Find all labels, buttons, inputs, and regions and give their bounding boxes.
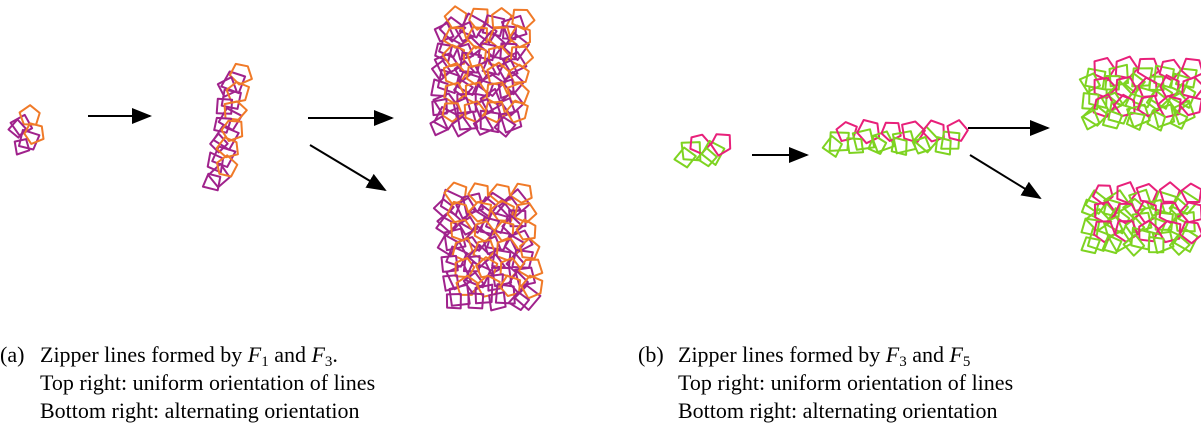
math-subscript: 3 [899,354,907,370]
caption-line: Zipper lines formed by F1 and F3. [40,341,338,369]
math-variable: F [248,342,261,367]
tile [203,174,220,191]
figure [0,0,1201,340]
tile [948,120,968,141]
tilings [9,6,1201,310]
page: (a)Zipper lines formed by F1 and F3.Top … [0,0,1201,448]
caption-line: Zipper lines formed by F3 and F5 [678,341,970,369]
tile [20,105,40,124]
tile [823,136,842,157]
caption-text: Top right: uniform orientation of lines [678,370,1013,395]
caption-text: Zipper lines formed by [678,342,886,367]
tile [711,134,730,155]
math-variable: F [886,342,899,367]
caption-line: Bottom right: alternating orientation [678,397,998,425]
caption-line: Top right: uniform orientation of lines [678,369,1013,397]
caption-line: Top right: uniform orientation of lines [40,369,375,397]
math-subscript: 5 [963,354,971,370]
math-variable: F [311,342,324,367]
math-variable: F [949,342,962,367]
caption-text: . [332,342,338,367]
caption-label: (a) [0,341,24,369]
caption-text: and [269,342,312,367]
arrow [970,155,1040,198]
caption-text: Top right: uniform orientation of lines [40,370,375,395]
caption-text: Bottom right: alternating orientation [40,398,360,423]
caption-label: (b) [638,341,664,369]
caption-text: Bottom right: alternating orientation [678,398,998,423]
caption-line: Bottom right: alternating orientation [40,397,360,425]
tile [1093,185,1113,204]
caption-text: and [907,342,950,367]
caption-a: (a) Zipper lines formed by F1 and F3.Top … [0,341,600,441]
math-subscript: 1 [261,354,269,370]
arrow [310,145,385,190]
caption-text: Zipper lines formed by [40,342,248,367]
tile [225,101,247,119]
tile [1127,113,1145,130]
